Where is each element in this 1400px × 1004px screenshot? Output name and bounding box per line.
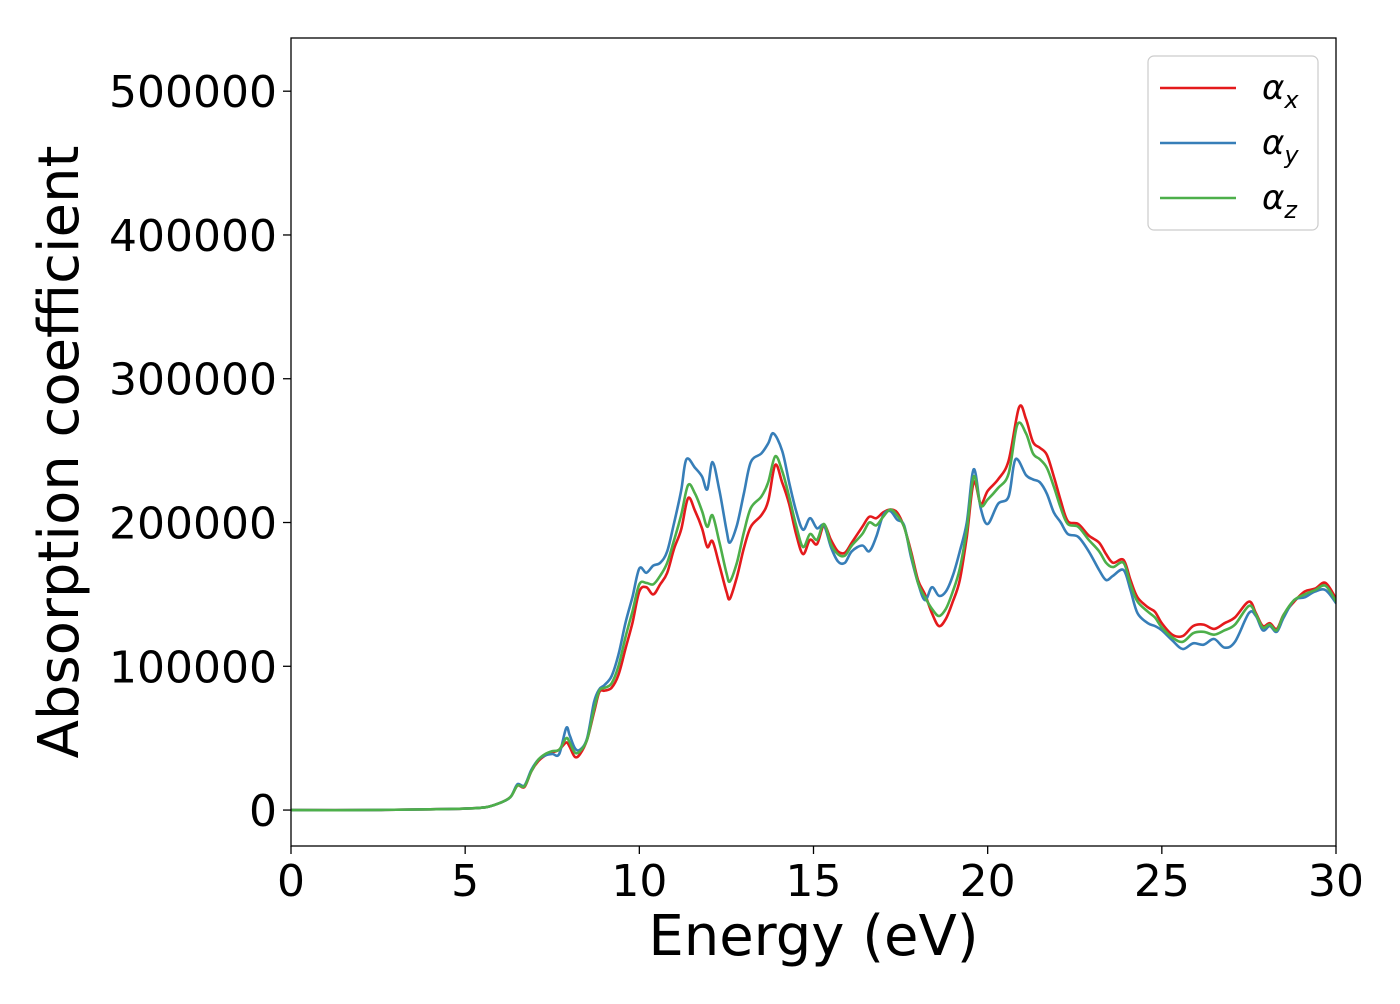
series-line-x: [291, 404, 1336, 812]
x-axis-title: Energy (eV): [648, 904, 978, 969]
legend-label-z: αz: [1262, 178, 1298, 224]
y-tick-label: 100000: [109, 642, 277, 693]
series-layer: [291, 404, 1336, 812]
x-tick-label: 5: [451, 856, 479, 907]
legend-subscript-y: y: [1283, 141, 1299, 169]
y-tick-label: 500000: [109, 67, 277, 118]
series-line-y: [291, 432, 1336, 812]
ticks-layer: 0 5 10 15 20 25 30 0 100000 200000 300000 400000 500…: [109, 67, 1364, 907]
y-tick-label: 300000: [109, 355, 277, 406]
x-tick-label: 10: [611, 856, 667, 907]
legend-subscript-x: x: [1283, 86, 1299, 114]
x-tick-label: 25: [1134, 856, 1190, 907]
series-line-z: [291, 421, 1336, 812]
x-tick-label: 20: [960, 856, 1016, 907]
y-tick-label: 400000: [109, 211, 277, 262]
y-tick-label: 0: [249, 786, 277, 837]
y-tick-label: 200000: [109, 499, 277, 550]
x-tick-label: 15: [786, 856, 842, 907]
y-axis-title: Absorption coefficient: [27, 146, 92, 759]
x-tick-label: 0: [277, 856, 305, 907]
legend-subscript-z: z: [1283, 196, 1298, 224]
x-tick-label: 30: [1308, 856, 1364, 907]
